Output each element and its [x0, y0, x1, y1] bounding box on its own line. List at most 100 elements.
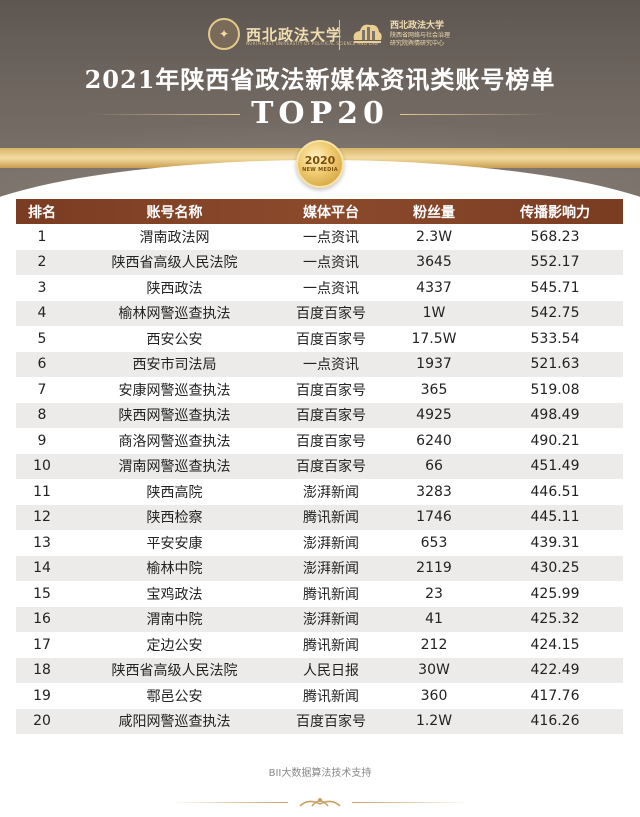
institute-name-line2: 陕西省网络与社会治理 — [390, 31, 451, 39]
cell-account-name: 陕西高院 — [146, 484, 203, 501]
cell-influence: 422.49 — [530, 662, 580, 679]
cell-influence: 542.75 — [530, 305, 580, 322]
cell-account-name: 西安公安 — [146, 331, 203, 348]
cell-influence: 545.71 — [530, 279, 580, 296]
cell-platform: 腾讯新闻 — [303, 637, 359, 654]
cell-rank: 4 — [37, 305, 47, 322]
header-rank: 排名 — [28, 204, 56, 221]
university-seal-icon: ✦ — [208, 18, 240, 50]
header-platform: 媒体平台 — [303, 204, 359, 221]
table-row: 12 陕西检察 腾讯新闻 1746 445.11 — [16, 504, 623, 530]
cell-rank: 13 — [33, 534, 51, 551]
cell-account-name: 咸阳网警巡查执法 — [118, 714, 231, 731]
cell-influence: 519.08 — [530, 381, 580, 398]
cell-platform: 一点资讯 — [303, 255, 359, 272]
title-deco-line-right — [400, 114, 550, 115]
footer-ornament — [170, 792, 470, 812]
cell-fans: 360 — [420, 687, 448, 704]
table-row: 8 陕西网警巡查执法 百度百家号 4925 498.49 — [16, 402, 623, 428]
cell-influence: 552.17 — [530, 254, 580, 271]
cell-rank: 18 — [33, 662, 51, 679]
university-name: 西北政法大学 — [246, 25, 343, 44]
table-row: 7 安康网警巡查执法 百度百家号 365 519.08 — [16, 377, 623, 403]
medal-year: 2020 — [304, 154, 336, 167]
cell-fans: 3283 — [416, 483, 452, 500]
table-header-row: 排名 账号名称 媒体平台 粉丝量 传播影响力 — [16, 199, 623, 224]
cell-influence: 425.32 — [530, 611, 580, 628]
page-title: 2021年陕西省政法新媒体资讯类账号榜单 — [84, 65, 556, 94]
cell-platform: 百度百家号 — [296, 433, 366, 450]
cell-platform: 百度百家号 — [296, 408, 366, 425]
footer-ornament-icon — [298, 794, 342, 810]
table-row: 20 咸阳网警巡查执法 百度百家号 1.2W 416.26 — [16, 708, 623, 734]
table-row: 15 宝鸡政法 腾讯新闻 23 425.99 — [16, 581, 623, 607]
table-row: 14 榆林中院 澎湃新闻 2119 430.25 — [16, 555, 623, 581]
logo-bar: ✦ 西北政法大学 NORTHWEST UNIVERSITY OF POLITIC… — [0, 14, 640, 54]
cell-platform: 百度百家号 — [296, 331, 366, 348]
institute-name: 西北政法大学 陕西省网络与社会治理 研究院舆情研究中心 — [390, 21, 450, 48]
header-influence: 传播影响力 — [520, 204, 590, 221]
footer-ornament-line-left — [170, 802, 288, 803]
medal-text: NEW MEDIA — [302, 167, 338, 173]
cell-influence: 568.23 — [530, 228, 580, 245]
cell-platform: 百度百家号 — [296, 714, 366, 731]
table-row: 11 陕西高院 澎湃新闻 3283 446.51 — [16, 479, 623, 505]
cell-platform: 澎湃新闻 — [303, 612, 359, 629]
table-row: 19 鄠邑公安 腾讯新闻 360 417.76 — [16, 683, 623, 709]
cell-rank: 17 — [33, 636, 51, 653]
header-account-name: 账号名称 — [146, 204, 203, 221]
cell-fans: 2119 — [416, 560, 452, 577]
cell-platform: 澎湃新闻 — [303, 484, 359, 501]
cell-account-name: 榆林中院 — [146, 561, 203, 578]
cell-fans: 30W — [418, 662, 450, 679]
cell-account-name: 平安安康 — [146, 535, 203, 552]
table-row: 10 渭南网警巡查执法 百度百家号 66 451.49 — [16, 453, 623, 479]
cell-account-name: 渭南网警巡查执法 — [118, 459, 231, 476]
cell-fans: 66 — [425, 458, 443, 475]
university-english-name: NORTHWEST UNIVERSITY OF POLITICAL SCIENC… — [246, 41, 379, 46]
cell-account-name: 西安市司法局 — [132, 357, 217, 374]
footer-ornament-line-right — [352, 802, 470, 803]
cell-fans: 6240 — [416, 432, 452, 449]
cell-influence: 490.21 — [530, 432, 580, 449]
cell-influence: 417.76 — [530, 687, 580, 704]
table-row: 16 渭南中院 澎湃新闻 41 425.32 — [16, 606, 623, 632]
logo-divider — [339, 20, 340, 50]
institute-logo: 西北政法大学 陕西省网络与社会治理 研究院舆情研究中心 — [350, 18, 450, 50]
cell-account-name: 陕西省高级人民法院 — [111, 663, 238, 680]
institute-name-line3: 研究院舆情研究中心 — [390, 39, 445, 47]
cell-rank: 11 — [33, 483, 51, 500]
cell-account-name: 宝鸡政法 — [146, 586, 203, 603]
cell-account-name: 陕西网警巡查执法 — [118, 408, 231, 425]
ranking-table: 排名 账号名称 媒体平台 粉丝量 传播影响力 1 渭南政法网 一点资讯 2.3W… — [16, 199, 623, 734]
university-logo: ✦ 西北政法大学 — [208, 18, 342, 50]
cell-account-name: 渭南政法网 — [139, 229, 210, 246]
cell-rank: 8 — [37, 407, 47, 424]
table-row: 13 平安安康 澎湃新闻 653 439.31 — [16, 530, 623, 556]
cell-platform: 人民日报 — [303, 663, 359, 680]
cell-rank: 20 — [33, 713, 51, 730]
cell-fans: 1W — [422, 305, 446, 322]
cell-fans: 17.5W — [411, 330, 457, 347]
cell-rank: 10 — [33, 458, 51, 475]
header-fans: 粉丝量 — [413, 204, 455, 221]
cell-fans: 1746 — [416, 509, 452, 526]
cell-platform: 腾讯新闻 — [303, 688, 359, 705]
cell-rank: 1 — [37, 228, 47, 245]
cell-platform: 一点资讯 — [303, 357, 359, 374]
cell-fans: 212 — [420, 636, 448, 653]
cell-platform: 澎湃新闻 — [303, 535, 359, 552]
cell-account-name: 陕西政法 — [146, 280, 203, 297]
table-row: 18 陕西省高级人民法院 人民日报 30W 422.49 — [16, 657, 623, 683]
cell-rank: 5 — [37, 330, 47, 347]
cell-influence: 446.51 — [530, 483, 580, 500]
cell-account-name: 陕西检察 — [146, 510, 203, 527]
cell-rank: 14 — [33, 560, 51, 577]
table-row: 2 陕西省高级人民法院 一点资讯 3645 552.17 — [16, 249, 623, 275]
table-row: 4 榆林网警巡查执法 百度百家号 1W 542.75 — [16, 300, 623, 326]
cell-fans: 1937 — [416, 356, 452, 373]
cell-influence: 430.25 — [530, 560, 580, 577]
cell-platform: 一点资讯 — [303, 229, 359, 246]
cell-platform: 腾讯新闻 — [303, 586, 359, 603]
cell-rank: 16 — [33, 611, 51, 628]
